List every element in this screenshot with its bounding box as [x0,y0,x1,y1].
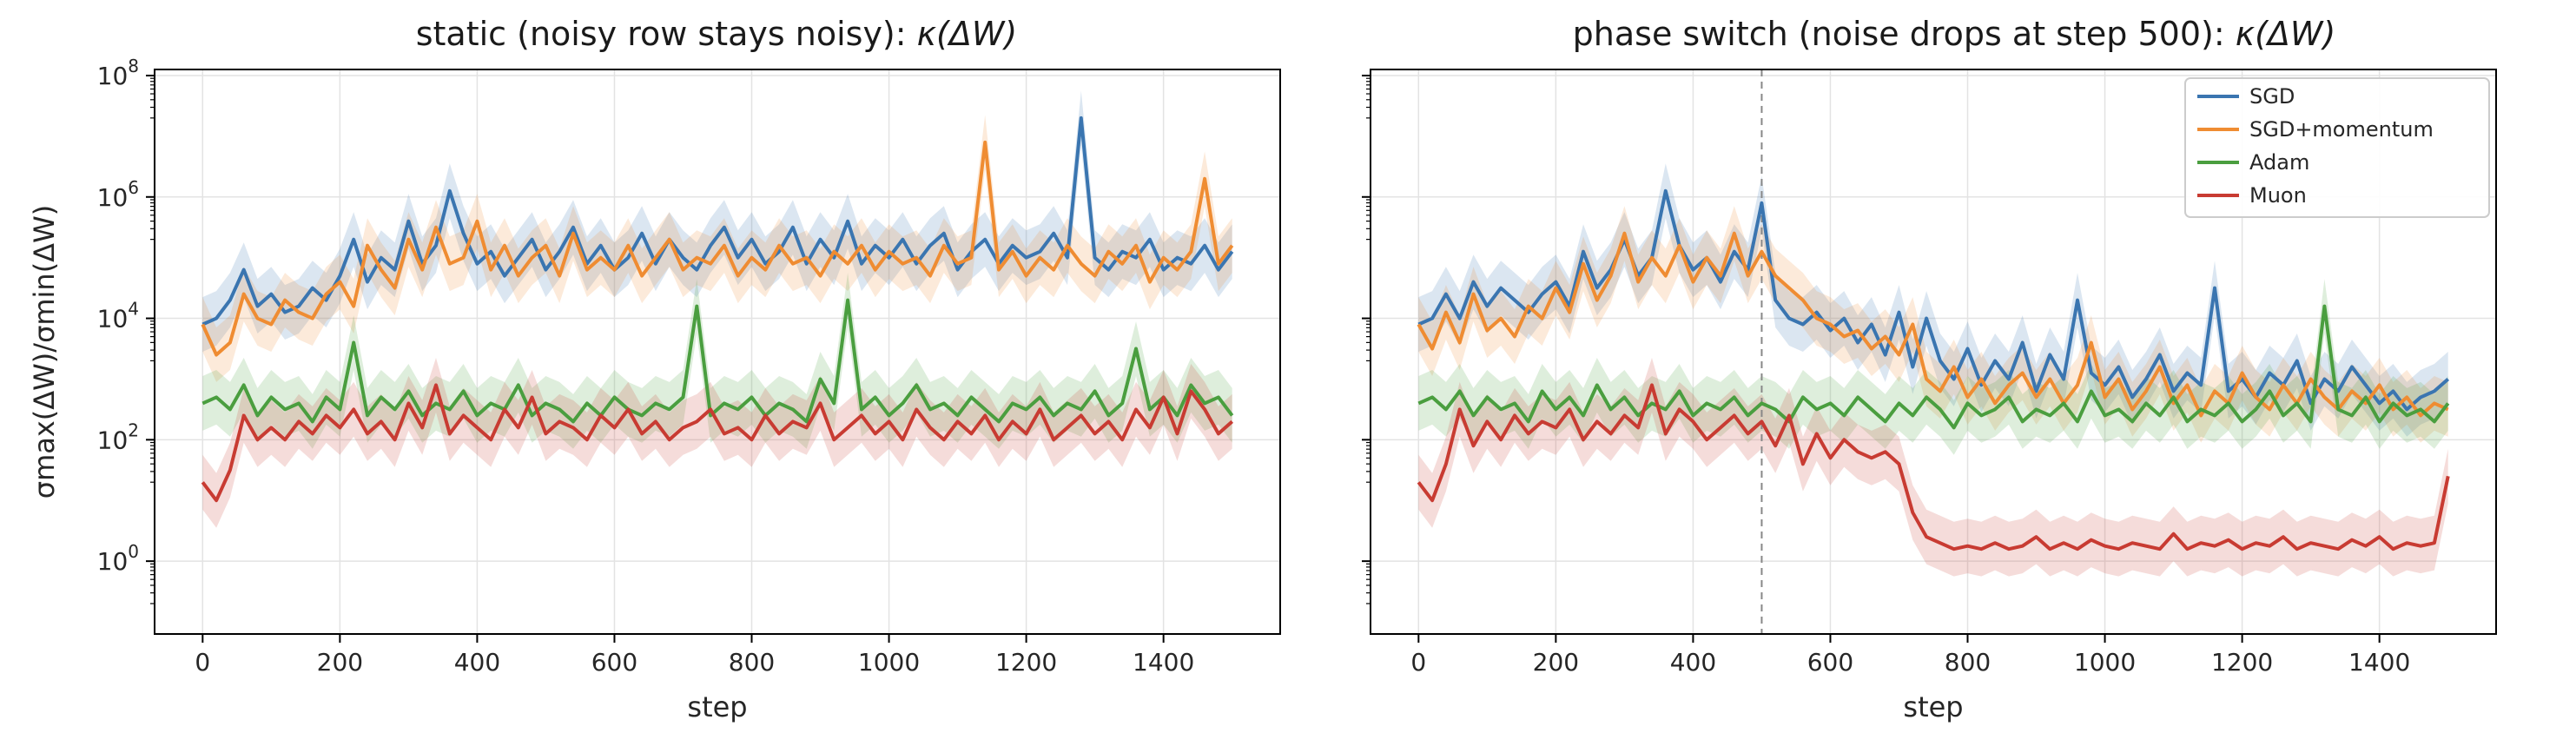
band-adam [1418,279,2448,455]
panel-phase-grid [1371,69,2496,634]
x-tick-label: 200 [317,648,363,677]
legend-label-sgd-momentum: SGD+momentum [2249,117,2434,142]
x-tick-label: 1200 [995,648,1057,677]
band-sgd-momentum [1418,206,2448,443]
panel-static-frame [154,69,1281,635]
x-tick-label: 1400 [2348,648,2410,677]
x-tick-label: 0 [195,648,210,677]
band-sgd [202,90,1232,352]
series-line-sgd [201,116,1234,327]
x-tick-label: 800 [1945,648,1991,677]
x-tick-label: 800 [729,648,775,677]
series-line-muon [201,383,1234,503]
band-adam [202,273,1232,449]
panel-static-title: static (noisy row stays noisy): κ(ΔW) [416,15,1018,53]
y-axis-label: σmax(ΔW)/σmin(ΔW) [28,205,61,499]
y-tick-label: 106 [97,177,139,212]
legend-label-muon: Muon [2249,183,2307,208]
panel-static-xticks: 0 200 400 600 800 1000 1200 1400 [195,634,1194,677]
panel-phase-yticks [1362,74,1371,604]
panel-phase-xticks: 0 200 400 600 800 1000 1200 1400 [1410,634,2410,677]
x-tick-label: 1000 [858,648,920,677]
series-line-sgd [1417,188,2450,412]
series-line-muon [1417,383,2450,551]
series-line-adam [201,298,1234,424]
y-tick-label: 104 [97,299,139,333]
legend-label-adam: Adam [2249,150,2309,175]
legend: SGD SGD+momentum Adam Muon [2184,77,2490,218]
panel-phase-frame [1370,69,2497,635]
x-tick-label: 0 [1410,648,1426,677]
x-tick-label: 1200 [2211,648,2273,677]
series-line-adam [1417,304,2450,430]
panel-static-yticks: 100 102 104 106 108 [97,56,155,604]
panel-phase-series [1417,188,2450,551]
x-tick-label: 400 [454,648,500,677]
band-muon [202,358,1232,528]
legend-label-sgd: SGD [2249,84,2295,109]
y-tick-label: 108 [97,56,139,90]
x-tick-label: 200 [1533,648,1579,677]
x-tick-label: 1400 [1133,648,1194,677]
panel-static-xlabel: step [687,690,747,723]
y-tick-label: 100 [97,541,139,576]
legend-box [2184,77,2490,218]
panel-static-series [201,116,1234,503]
panel-phase-xlabel: step [1903,690,1963,723]
y-tick-label: 102 [97,419,139,454]
series-line-sgd-momentum [201,140,1234,357]
series-line-sgd-momentum [1417,231,2449,418]
x-tick-label: 400 [1670,648,1716,677]
panel-phase-switch: phase switch (noise drops at step 500): … [1362,15,2497,723]
x-tick-label: 600 [1807,648,1853,677]
x-tick-label: 600 [591,648,637,677]
panel-static-grid [155,69,1280,634]
band-sgd-momentum [202,115,1232,382]
panel-static-bands [202,90,1232,528]
panel-static: static (noisy row stays noisy): κ(ΔW) 0 2… [28,15,1281,723]
panel-phase-title: phase switch (noise drops at step 500): … [1573,15,2336,53]
x-tick-label: 1000 [2074,648,2136,677]
